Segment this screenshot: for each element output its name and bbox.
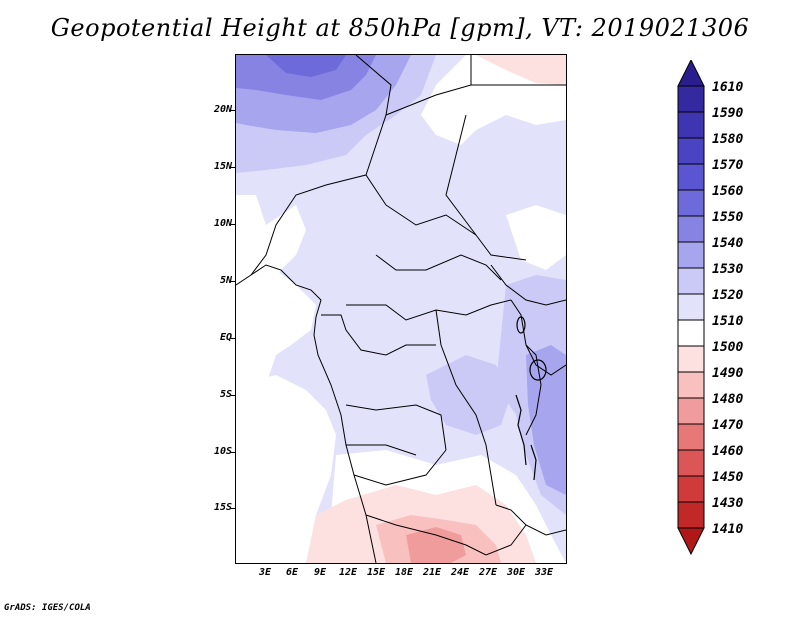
lat-tick: [231, 167, 235, 168]
field-1510-east-gap: [506, 205, 566, 270]
lat-tick: [231, 395, 235, 396]
colorbar-label: 1520: [712, 288, 744, 303]
lon-label-18e: 18E: [394, 567, 414, 578]
field-1510-southwest-ocean: [236, 375, 336, 563]
field-1510-gulf: [236, 270, 316, 405]
lat-tick: [231, 452, 235, 453]
colorbar: [677, 60, 705, 556]
colorbar-label: 1530: [712, 262, 744, 277]
lon-label-6e: 6E: [285, 567, 299, 578]
lon-label-21e: 21E: [422, 567, 442, 578]
field-1530-central-blob: [426, 355, 511, 435]
colorbar-label: 1500: [712, 340, 744, 355]
lon-label-27e: 27E: [478, 567, 498, 578]
colorbar-label: 1610: [712, 80, 744, 95]
credit-footer: GrADS: IGES/COLA: [4, 603, 91, 613]
colorbar-label: 1560: [712, 184, 744, 199]
colorbar-label: 1590: [712, 106, 744, 121]
colorbar-band: [677, 475, 705, 503]
colorbar-band: [677, 267, 705, 295]
colorbar-label: 1450: [712, 470, 744, 485]
height-field-map: [236, 55, 566, 563]
field-1550-northwest: [236, 55, 376, 100]
colorbar-band: [677, 397, 705, 425]
field-1480-south: [406, 527, 466, 563]
colorbar-band: [677, 60, 705, 87]
lat-label-10s: 10S: [213, 446, 232, 457]
lat-tick: [231, 224, 235, 225]
colorbar-band: [677, 449, 705, 477]
colorbar-band: [677, 215, 705, 243]
lon-label-3e: 3E: [258, 567, 272, 578]
lon-label-24e: 24E: [450, 567, 470, 578]
colorbar-label: 1430: [712, 496, 744, 511]
lon-label-30e: 30E: [506, 567, 526, 578]
colorbar-band: [677, 111, 705, 139]
lat-tick: [231, 338, 235, 339]
colorbar-label: 1510: [712, 314, 744, 329]
field-1560-northwest-core: [266, 55, 346, 77]
colorbar-label: 1480: [712, 392, 744, 407]
lon-label-9e: 9E: [313, 567, 327, 578]
lon-label-15e: 15E: [366, 567, 386, 578]
colorbar-band: [677, 371, 705, 399]
colorbar-band: [677, 241, 705, 269]
lakes: [515, 316, 547, 481]
colorbar-label: 1550: [712, 210, 744, 225]
colorbar-label: 1540: [712, 236, 744, 251]
colorbar-band: [677, 293, 705, 321]
colorbar-label: 1410: [712, 522, 744, 537]
lat-tick: [231, 508, 235, 509]
lat-label-eq: EQ: [219, 332, 232, 343]
lat-label-5n: 5N: [219, 275, 232, 286]
colorbar-band: [677, 345, 705, 373]
colorbar-band: [677, 137, 705, 165]
colorbar-label: 1570: [712, 158, 744, 173]
lat-tick: [231, 110, 235, 111]
colorbar-label: 1470: [712, 418, 744, 433]
coastlines-and-borders: [236, 55, 566, 563]
colorbar-band: [677, 189, 705, 217]
colorbar-band: [677, 423, 705, 451]
lon-label-12e: 12E: [338, 567, 358, 578]
lon-label-33e: 33E: [534, 567, 554, 578]
field-1500-northeast-corner: [476, 55, 566, 85]
colorbar-label: 1580: [712, 132, 744, 147]
lat-label-10n: 10N: [213, 218, 232, 229]
colorbar-band: [677, 85, 705, 113]
lat-label-20n: 20N: [213, 104, 232, 115]
lat-label-5s: 5S: [219, 389, 232, 400]
map-title: Geopotential Height at 850hPa [gpm], VT:…: [50, 14, 750, 42]
lat-label-15s: 15S: [213, 502, 232, 513]
colorbar-band: [677, 527, 705, 556]
colorbar-label: 1460: [712, 444, 744, 459]
colorbar-band: [677, 319, 705, 347]
field-1540-east: [526, 345, 566, 495]
lat-label-15n: 15N: [213, 161, 232, 172]
colorbar-band: [677, 501, 705, 529]
colorbar-label: 1490: [712, 366, 744, 381]
map-panel[interactable]: [235, 54, 567, 564]
lat-tick: [231, 281, 235, 282]
colorbar-band: [677, 163, 705, 191]
